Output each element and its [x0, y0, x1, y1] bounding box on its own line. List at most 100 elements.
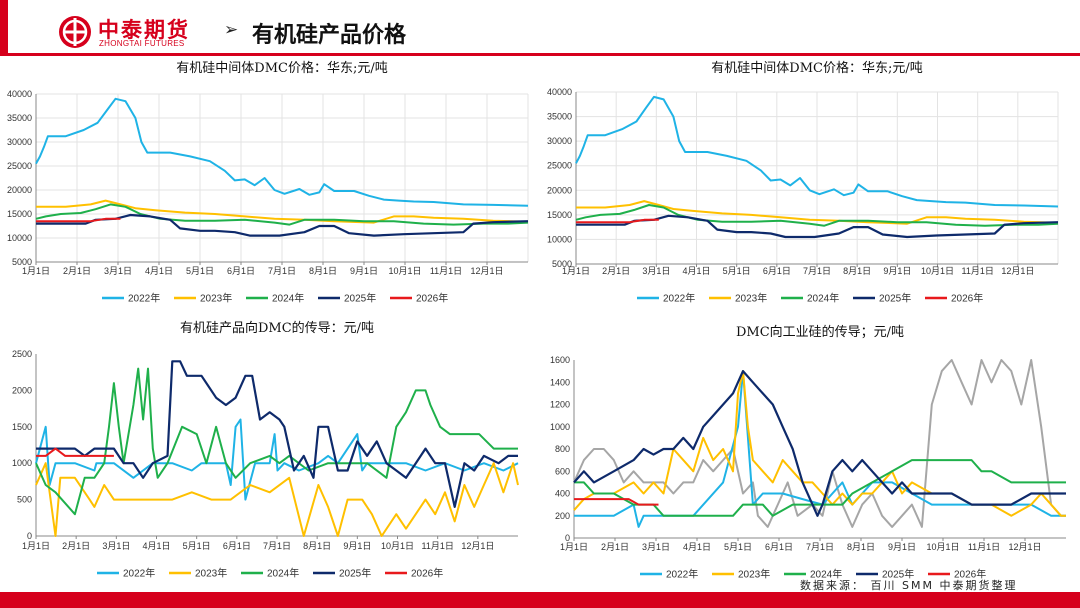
series-line-2024 — [35, 367, 518, 516]
legend-label: 2022年 — [123, 567, 155, 580]
chart-title: DMC向工业硅的传导；元/吨 — [736, 324, 904, 340]
y-tick-label: 400 — [555, 489, 570, 499]
x-tick-label: 6月1日 — [223, 541, 251, 551]
chart-dmc-east-right: 有机硅中间体DMC价格：华东;元/吨 5000 10000 15000 20000 250… — [547, 60, 1059, 305]
legend-label: 2026年 — [416, 292, 448, 305]
chart-title: 有机硅中间体DMC价格：华东;元/吨 — [176, 60, 387, 76]
y-tick-label: 1400 — [550, 377, 570, 387]
series-line-2026 — [36, 217, 121, 223]
y-tick-label: 500 — [17, 495, 32, 505]
legend-label: 2023年 — [195, 567, 227, 580]
legend-label: 2024年 — [267, 567, 299, 580]
y-tick-label: 1600 — [550, 355, 570, 365]
legend-label: 2025年 — [344, 292, 376, 305]
x-tick-label: 3月1日 — [104, 266, 132, 276]
y-tick-label: 15000 — [7, 209, 32, 219]
x-tick-label: 12月1日 — [1008, 542, 1041, 552]
header-bar: 中泰期货 ZHONGTAI FUTURES ➢ 有机硅产品价格 — [0, 0, 1080, 56]
x-tick-label: 11月1日 — [968, 542, 1000, 552]
x-tick-label: 11月1日 — [430, 266, 462, 276]
y-tick-label: 25000 — [7, 161, 32, 171]
chart-title: 有机硅产品向DMC的传导：元/吨 — [180, 320, 374, 336]
data-source-note: 数据来源： 百川 SMM 中泰期货整理 — [800, 579, 1018, 592]
x-tick-label: 10月1日 — [381, 541, 414, 551]
y-tick-label: 5000 — [552, 259, 572, 269]
x-tick-label: 5月1日 — [183, 541, 211, 551]
x-tick-label: 4月1日 — [683, 542, 711, 552]
y-tick-label: 200 — [555, 511, 570, 521]
legend-label: 2026年 — [411, 567, 443, 580]
x-tick-label: 6月1日 — [763, 266, 791, 276]
chart-dmc-east-left: 有机硅中间体DMC价格：华东;元/吨 5000 10000 15000 20000 250… — [7, 60, 529, 305]
logo-english: ZHONGTAI FUTURES — [99, 39, 185, 48]
series-line-2022 — [35, 97, 529, 207]
x-tick-label: 9月1日 — [350, 266, 378, 276]
x-tick-label: 2月1日 — [601, 542, 629, 552]
x-tick-label: 5月1日 — [723, 266, 751, 276]
x-tick-label: 5月1日 — [186, 266, 214, 276]
y-tick-label: 10000 — [547, 234, 572, 244]
series-line-2023 — [36, 199, 529, 224]
legend-label: 2024年 — [807, 292, 839, 305]
y-tick-label: 35000 — [7, 113, 32, 123]
y-tick-label: 2000 — [12, 385, 32, 395]
x-tick-label: 4月1日 — [145, 266, 173, 276]
x-tick-label: 2月1日 — [602, 266, 630, 276]
series-line-2024 — [575, 204, 1059, 227]
x-tick-label: 6月1日 — [227, 266, 255, 276]
x-tick-label: 12月1日 — [1001, 266, 1034, 276]
x-tick-label: 1月1日 — [560, 542, 588, 552]
x-tick-label: 6月1日 — [765, 542, 793, 552]
legend-label: 2023年 — [200, 292, 232, 305]
x-tick-label: 3月1日 — [102, 541, 130, 551]
x-tick-label: 4月1日 — [682, 266, 710, 276]
series-line-2025 — [36, 360, 518, 508]
y-tick-label: 25000 — [547, 161, 572, 171]
y-tick-label: 1000 — [12, 458, 32, 468]
x-tick-label: 9月1日 — [883, 266, 911, 276]
series-line-2023 — [35, 462, 519, 537]
legend-label: 2023年 — [738, 568, 770, 581]
legend-label: 2026年 — [951, 292, 983, 305]
legend-label: 2025年 — [339, 567, 371, 580]
legend-label: 2022年 — [666, 568, 698, 581]
y-tick-label: 800 — [555, 444, 570, 454]
y-tick-label: 20000 — [547, 185, 572, 195]
x-tick-label: 7月1日 — [803, 266, 831, 276]
x-tick-label: 12月1日 — [470, 266, 503, 276]
series-line-2026 — [36, 447, 114, 457]
y-tick-label: 30000 — [547, 136, 572, 146]
chart-silicone-to-dmc: 有机硅产品向DMC的传导：元/吨 0 500 1000 1500 2000 2500 1月1日… — [12, 320, 519, 580]
series-line-2023 — [576, 200, 1059, 225]
legend-label: 2026年 — [954, 568, 986, 581]
x-tick-label: 7月1日 — [806, 542, 834, 552]
x-tick-label: 2月1日 — [62, 541, 90, 551]
y-tick-label: 600 — [555, 466, 570, 476]
series-line-2023 — [573, 370, 1066, 517]
x-tick-label: 10月1日 — [926, 542, 959, 552]
series-line-gray — [573, 359, 1066, 528]
zhongtai-logo-icon — [59, 16, 91, 48]
legend-label: 2025年 — [879, 292, 911, 305]
y-tick-label: 10000 — [7, 233, 32, 243]
series-line-2022 — [35, 418, 519, 501]
y-tick-label: 0 — [565, 533, 570, 543]
x-tick-label: 8月1日 — [843, 266, 871, 276]
x-tick-label: 8月1日 — [303, 541, 331, 551]
y-tick-label: 1500 — [12, 422, 32, 432]
x-tick-label: 1月1日 — [22, 541, 50, 551]
x-tick-label: 7月1日 — [268, 266, 296, 276]
arrow-bullet-icon: ➢ — [224, 20, 239, 40]
y-tick-label: 1000 — [550, 422, 570, 432]
x-tick-label: 12月1日 — [461, 541, 494, 551]
x-tick-label: 10月1日 — [921, 266, 954, 276]
page-title: 有机硅产品价格 — [252, 23, 407, 48]
y-tick-label: 15000 — [547, 210, 572, 220]
x-tick-label: 11月1日 — [421, 541, 453, 551]
x-tick-label: 2月1日 — [63, 266, 91, 276]
legend-label: 2025年 — [882, 568, 914, 581]
legend-label: 2023年 — [735, 292, 767, 305]
series-line-2025 — [573, 370, 1066, 517]
x-tick-label: 1月1日 — [562, 266, 590, 276]
y-tick-label: 40000 — [547, 87, 572, 97]
